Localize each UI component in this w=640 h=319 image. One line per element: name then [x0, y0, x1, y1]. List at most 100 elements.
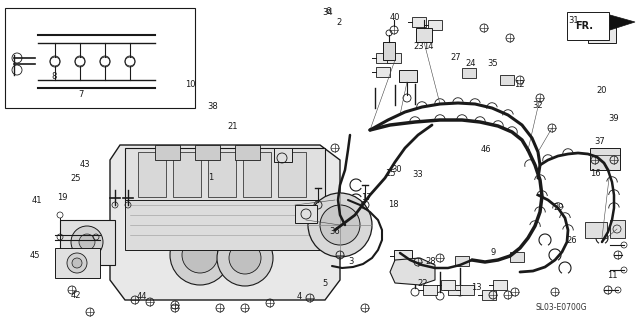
Bar: [125, 200, 325, 250]
Text: FR.: FR.: [575, 21, 593, 31]
Circle shape: [320, 205, 360, 245]
Bar: [482, 290, 496, 300]
Text: 16: 16: [590, 169, 600, 178]
Bar: [274, 148, 292, 162]
Circle shape: [182, 237, 218, 273]
Text: 44: 44: [137, 292, 147, 301]
Bar: [195, 145, 220, 160]
Bar: [376, 53, 390, 63]
Circle shape: [229, 242, 261, 274]
Bar: [455, 256, 469, 266]
Text: 9: 9: [490, 248, 495, 256]
Text: 26: 26: [566, 236, 577, 245]
Text: 5: 5: [323, 279, 328, 288]
Text: 34: 34: [323, 8, 333, 17]
Text: 35: 35: [488, 59, 498, 68]
Text: 1: 1: [209, 173, 214, 182]
Bar: [60, 220, 115, 265]
Bar: [585, 222, 607, 238]
Text: 37: 37: [595, 137, 605, 146]
Bar: [462, 68, 476, 78]
Text: 11: 11: [607, 271, 618, 280]
Text: 41: 41: [31, 196, 42, 205]
Bar: [493, 280, 507, 290]
Circle shape: [217, 230, 273, 286]
Text: 46: 46: [481, 145, 492, 154]
Bar: [394, 250, 412, 262]
Bar: [5, 8, 195, 108]
Text: 43: 43: [79, 160, 90, 169]
Text: 12: 12: [515, 80, 525, 89]
Circle shape: [72, 258, 82, 268]
Text: 6: 6: [326, 7, 331, 16]
Bar: [412, 17, 426, 27]
Text: 10: 10: [186, 80, 196, 89]
Bar: [376, 67, 390, 77]
Bar: [208, 152, 236, 197]
Bar: [399, 70, 417, 82]
Bar: [448, 285, 462, 295]
Bar: [138, 152, 166, 197]
Polygon shape: [390, 258, 435, 285]
Text: 30: 30: [392, 165, 402, 174]
Text: 22: 22: [417, 279, 428, 288]
Text: 31: 31: [569, 16, 579, 25]
Bar: [383, 42, 395, 60]
Circle shape: [79, 234, 95, 250]
Text: 18: 18: [388, 200, 399, 209]
Bar: [235, 145, 260, 160]
Bar: [125, 148, 325, 203]
Text: 25: 25: [70, 174, 81, 183]
Text: 29: 29: [554, 203, 564, 212]
Text: 2: 2: [337, 18, 342, 27]
Text: 14: 14: [424, 42, 434, 51]
Bar: [173, 152, 201, 197]
Text: 42: 42: [70, 291, 81, 300]
Bar: [590, 148, 620, 170]
Bar: [55, 248, 100, 278]
Bar: [295, 205, 317, 223]
Bar: [460, 285, 474, 295]
Text: 28: 28: [426, 257, 436, 266]
Text: 36: 36: [330, 227, 340, 236]
Text: 15: 15: [385, 169, 396, 178]
Bar: [428, 20, 442, 30]
Bar: [567, 12, 609, 40]
Text: 7: 7: [79, 90, 84, 99]
Text: 33: 33: [412, 170, 422, 179]
Text: 38: 38: [208, 102, 218, 111]
Bar: [155, 145, 180, 160]
Text: 24: 24: [465, 59, 476, 68]
Bar: [500, 75, 514, 85]
Text: 8: 8: [52, 72, 57, 81]
Bar: [510, 252, 524, 262]
Bar: [278, 152, 306, 197]
Text: 20: 20: [596, 86, 607, 95]
Text: 32: 32: [532, 101, 543, 110]
Bar: [610, 220, 625, 238]
Text: SL03-E0700G: SL03-E0700G: [535, 303, 587, 313]
Text: 19: 19: [57, 193, 67, 202]
Bar: [423, 285, 437, 295]
Polygon shape: [110, 145, 340, 300]
Text: 4: 4: [297, 292, 302, 301]
Bar: [416, 28, 432, 42]
Circle shape: [170, 225, 230, 285]
Circle shape: [308, 193, 372, 257]
Bar: [588, 25, 616, 43]
Text: 39: 39: [608, 114, 618, 122]
Text: 23: 23: [414, 42, 424, 51]
Circle shape: [67, 253, 87, 273]
Text: 21: 21: [227, 122, 237, 130]
Bar: [243, 152, 271, 197]
Text: 3: 3: [348, 257, 353, 266]
Circle shape: [71, 226, 103, 258]
Bar: [387, 53, 401, 63]
Text: 40: 40: [390, 13, 400, 22]
Polygon shape: [610, 15, 635, 30]
Text: 45: 45: [30, 251, 40, 260]
Text: 17: 17: [362, 193, 372, 202]
Text: 13: 13: [472, 283, 482, 292]
Bar: [441, 280, 455, 290]
Text: 27: 27: [451, 53, 461, 62]
